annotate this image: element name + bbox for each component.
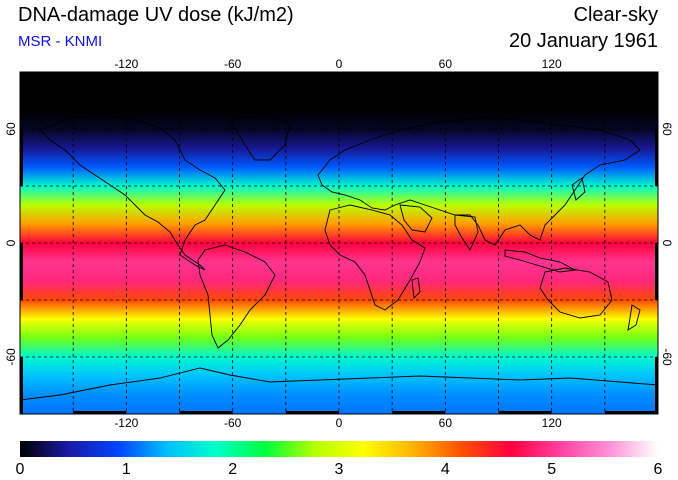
colorbar-tick-label: 1 (122, 461, 131, 478)
lat-tick-label-left: 0 (4, 239, 18, 246)
coastline-japan (571, 177, 586, 201)
frame-tick-right (655, 129, 658, 186)
frame-ticks (20, 72, 658, 414)
frame-tick-bottom (498, 411, 552, 414)
colorbar-tick-label: 5 (547, 461, 556, 478)
lon-tick-label-bottom: 120 (542, 416, 562, 430)
coastlines (20, 114, 658, 401)
lon-tick-label-bottom: -60 (224, 416, 242, 430)
lon-tick-label-top: -120 (114, 57, 138, 71)
colorbar-tick-label: 2 (228, 461, 237, 478)
frame-tick-top (73, 72, 127, 75)
page-title: DNA-damage UV dose (kJ/m2) (18, 4, 294, 26)
frame-tick-bottom (392, 411, 446, 414)
lon-tick-label-bottom: 0 (336, 416, 343, 430)
frame-tick-left (20, 129, 23, 186)
coastline-south-america (197, 244, 276, 349)
lon-tick-label-top: -60 (224, 57, 242, 71)
lat-tick-label-right: 60 (660, 122, 674, 136)
coastline-north-america (39, 114, 226, 271)
colorbar-bar (20, 441, 658, 457)
frame-tick-right (655, 357, 658, 414)
sky-condition-label: Clear-sky (573, 4, 658, 26)
frame-tick-bottom (285, 411, 339, 414)
lat-tick-label-right: -60 (660, 348, 674, 366)
coastline-madagascar (411, 277, 421, 299)
map-panel: -120 -120 -60 -60 0 0 60 60 120 120 60 60 0 0 -60 -60 (4, 57, 674, 430)
axis-labels: -120 -120 -60 -60 0 0 60 60 120 120 60 60 0 0 -60 -60 (4, 57, 674, 430)
colorbar-tick-label: 0 (16, 461, 25, 478)
lat-tick-label-left: 60 (4, 122, 18, 136)
coastline-antarctica (20, 367, 658, 401)
frame-tick-right (655, 243, 658, 300)
frame-tick-top (604, 72, 658, 75)
lat-tick-label-left: -60 (4, 348, 18, 366)
coastline-india (454, 214, 479, 251)
lon-tick-label-top: 0 (336, 57, 343, 71)
frame-tick-bottom (73, 411, 127, 414)
lon-tick-label-bottom: 60 (439, 416, 453, 430)
coastline-australia (539, 267, 613, 319)
colorbar-labels: 0 1 2 3 4 5 6 (16, 461, 663, 478)
graticule (20, 72, 658, 414)
lon-tick-label-bottom: -120 (114, 416, 138, 430)
lon-tick-label-top: 120 (542, 57, 562, 71)
frame-tick-top (179, 72, 233, 75)
coastline-new-zealand (627, 304, 641, 331)
frame-tick-top (498, 72, 552, 75)
frame-tick-left (20, 243, 23, 300)
coastline-indonesia (504, 249, 577, 273)
lat-tick-label-right: 0 (660, 240, 674, 247)
frame-tick-top (285, 72, 339, 75)
colorbar-tick-label: 4 (441, 461, 450, 478)
colorbar-tick-label: 3 (335, 461, 344, 478)
date-label: 20 January 1961 (508, 30, 658, 52)
coastline-greenland (229, 114, 291, 161)
frame-tick-top (392, 72, 446, 75)
frame-tick-left (20, 357, 23, 414)
colorbar: 0 1 2 3 4 5 6 (16, 441, 663, 478)
coastline-eurasia (317, 117, 641, 246)
lon-tick-label-top: 60 (439, 57, 453, 71)
coastline-arabia (399, 204, 433, 233)
source-label: MSR - KNMI (18, 33, 103, 50)
frame-tick-bottom (179, 411, 233, 414)
colorbar-tick-label: 6 (654, 461, 663, 478)
frame-tick-bottom (604, 411, 658, 414)
